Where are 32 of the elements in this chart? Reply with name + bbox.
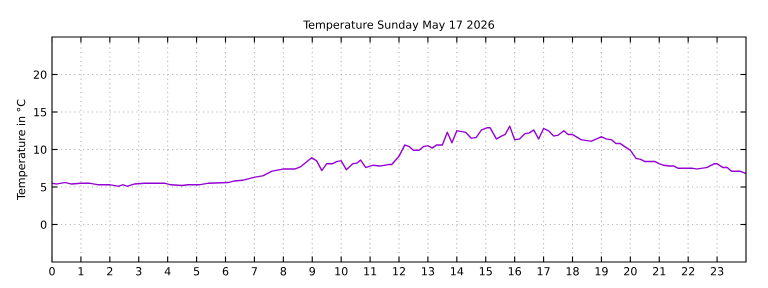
x-tick-label: 23: [710, 267, 724, 276]
x-tick-label: 17: [538, 267, 550, 276]
x-tick-label: 1: [78, 267, 84, 276]
x-tick-label: 22: [682, 267, 694, 276]
x-tick-label: 18: [566, 267, 579, 276]
x-tick-label: 5: [194, 267, 200, 276]
y-tick-label: 15: [34, 108, 46, 116]
x-tick-label: 16: [508, 267, 522, 276]
x-tick-label: 13: [422, 267, 434, 276]
x-tick-label: 0: [49, 267, 55, 276]
y-tick-label: 20: [34, 70, 46, 79]
x-tick-label: 15: [480, 267, 492, 276]
x-tick-label: 19: [596, 267, 608, 276]
x-tick-label: 20: [624, 267, 637, 276]
x-tick-label: 7: [252, 267, 257, 276]
x-tick-label: 21: [652, 267, 666, 276]
x-tick-label: 2: [107, 267, 112, 276]
x-tick-label: 11: [364, 267, 376, 276]
x-tick-label: 14: [450, 267, 464, 276]
line-series: [52, 126, 746, 187]
x-tick-label: 10: [335, 267, 348, 276]
x-tick-label: 8: [280, 267, 286, 276]
x-tick-label: 3: [136, 267, 142, 276]
x-tick-label: 6: [222, 267, 228, 276]
x-tick-label: 12: [393, 267, 405, 276]
y-tick-label: 5: [40, 183, 46, 192]
y-tick-label: 10: [34, 145, 46, 154]
x-tick-label: 9: [309, 267, 316, 276]
chart-title: Temperature Sunday May 17 2026: [303, 20, 494, 31]
y-tick-label: 0: [40, 220, 46, 229]
x-tick-label: 4: [164, 267, 171, 276]
y-axis-title: Temperature in °C: [16, 100, 28, 200]
